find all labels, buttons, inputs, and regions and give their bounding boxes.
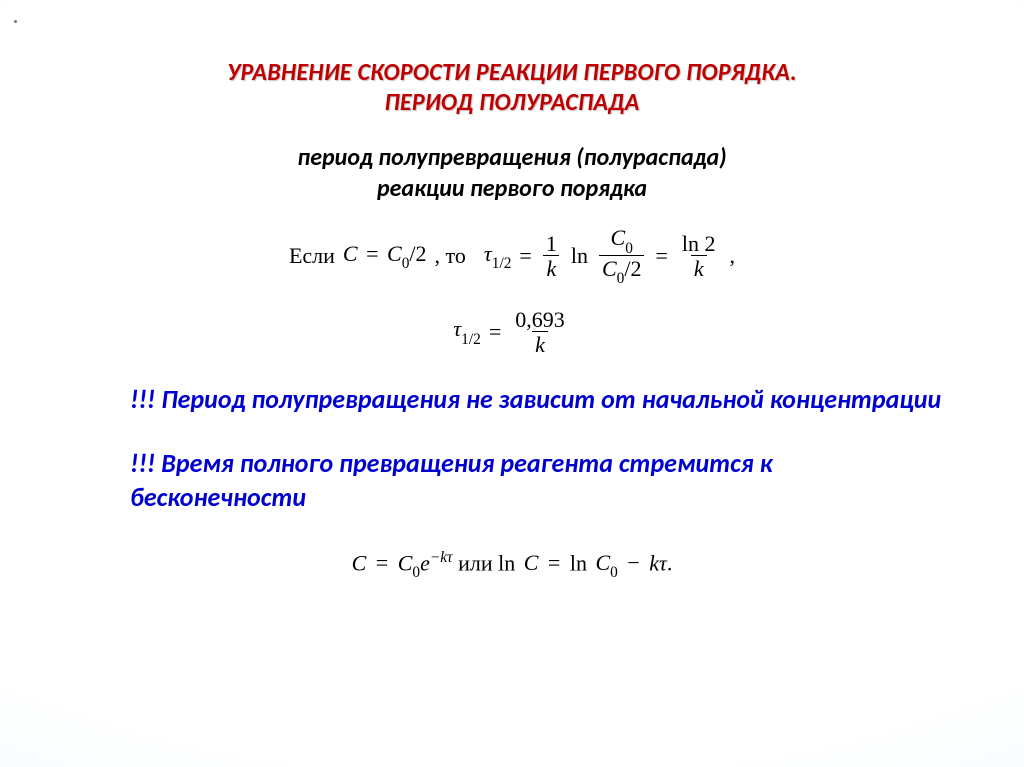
f1-div2: /2 [409,241,426,266]
subtitle-line-1: период полупревращения (полураспада) [60,142,964,173]
bf-e: e [420,550,430,575]
f1-frac3-num: ln 2 [679,232,719,255]
bf-minus: − [627,550,639,575]
f1-frac3: ln 2 k [679,232,719,280]
f1-C: C [343,241,358,266]
bf-dot: . [667,550,673,575]
f2-frac: 0,693 k [512,308,568,356]
f1-then: , то [435,243,466,269]
f2-tausub: 1/2 [461,331,481,348]
formula-1: Если C = C0/2 , то τ1/2 = 1 k ln C0 C0/2… [60,226,964,285]
f1-frac1-num: 1 [543,232,560,255]
blue-note-2: !!! Время полного превращения реагента с… [130,446,950,515]
f1-comma: , [730,243,736,269]
subtitle-block: период полупревращения (полураспада) реа… [60,142,964,204]
f1-ln: ln [571,243,588,269]
bf-C0a: C [398,550,413,575]
bf-C2: C [524,550,539,575]
f1-C0: C [387,241,402,266]
f1-frac2-num: C0 [608,226,636,255]
f1-tausub: 1/2 [492,255,512,272]
slide-content: УРАВНЕНИЕ СКОРОСТИ РЕАКЦИИ ПЕРВОГО ПОРЯД… [0,0,1024,767]
bf-tau: τ [659,550,667,575]
f1-prefix: Если [289,243,335,269]
f2-num: 0,693 [512,308,568,331]
bf-ln1: ln [498,550,515,575]
bf-or: или [458,550,498,575]
f1-C0sub: 0 [402,255,410,272]
bf-eq2: = [548,550,560,575]
title-block: УРАВНЕНИЕ СКОРОСТИ РЕАКЦИИ ПЕРВОГО ПОРЯД… [60,58,964,118]
bf-exp: −kτ [430,549,453,566]
bf-sub0a: 0 [412,564,420,581]
subtitle-line-2: реакции первого порядка [60,173,964,204]
bf-sub0b: 0 [610,564,618,581]
bf-ln2: ln [570,550,587,575]
f1-frac1: 1 k [543,232,560,280]
f1-frac3-den: k [691,255,707,280]
bottom-formula: C = C0e−kτ или ln C = ln C0 − kτ. [60,549,964,581]
f2-tau: τ [453,316,461,341]
blue-note-1: !!! Период полупревращения не зависит от… [130,382,950,416]
f1-frac1-den: k [543,255,559,280]
f2-den: k [532,331,548,356]
bf-C1: C [352,550,367,575]
f1-eq3: = [655,243,667,269]
formula-2: τ1/2 = 0,693 k [60,308,964,356]
bf-k: k [649,550,659,575]
f1-tau: τ [484,241,492,266]
f1-frac2: C0 C0/2 [599,226,645,285]
bf-eq1: = [376,550,388,575]
f1-eq1: = [366,241,378,266]
bf-C0b: C [595,550,610,575]
f2-eq: = [489,319,501,345]
title-line-1: УРАВНЕНИЕ СКОРОСТИ РЕАКЦИИ ПЕРВОГО ПОРЯД… [60,58,964,88]
f1-eq2: = [519,243,531,269]
f1-frac2-den: C0/2 [599,255,645,286]
title-line-2: ПЕРИОД ПОЛУРАСПАДА [60,88,964,118]
